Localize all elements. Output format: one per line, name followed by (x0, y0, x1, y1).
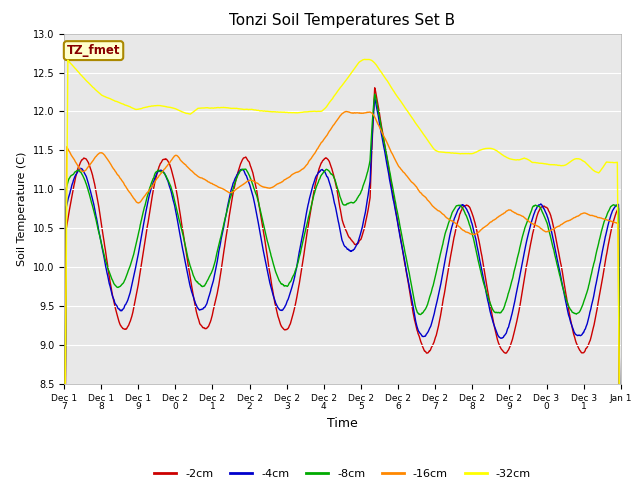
Title: Tonzi Soil Temperatures Set B: Tonzi Soil Temperatures Set B (229, 13, 456, 28)
Text: TZ_fmet: TZ_fmet (67, 44, 120, 57)
Legend: -2cm, -4cm, -8cm, -16cm, -32cm: -2cm, -4cm, -8cm, -16cm, -32cm (150, 465, 535, 480)
Y-axis label: Soil Temperature (C): Soil Temperature (C) (17, 152, 27, 266)
X-axis label: Time: Time (327, 417, 358, 430)
